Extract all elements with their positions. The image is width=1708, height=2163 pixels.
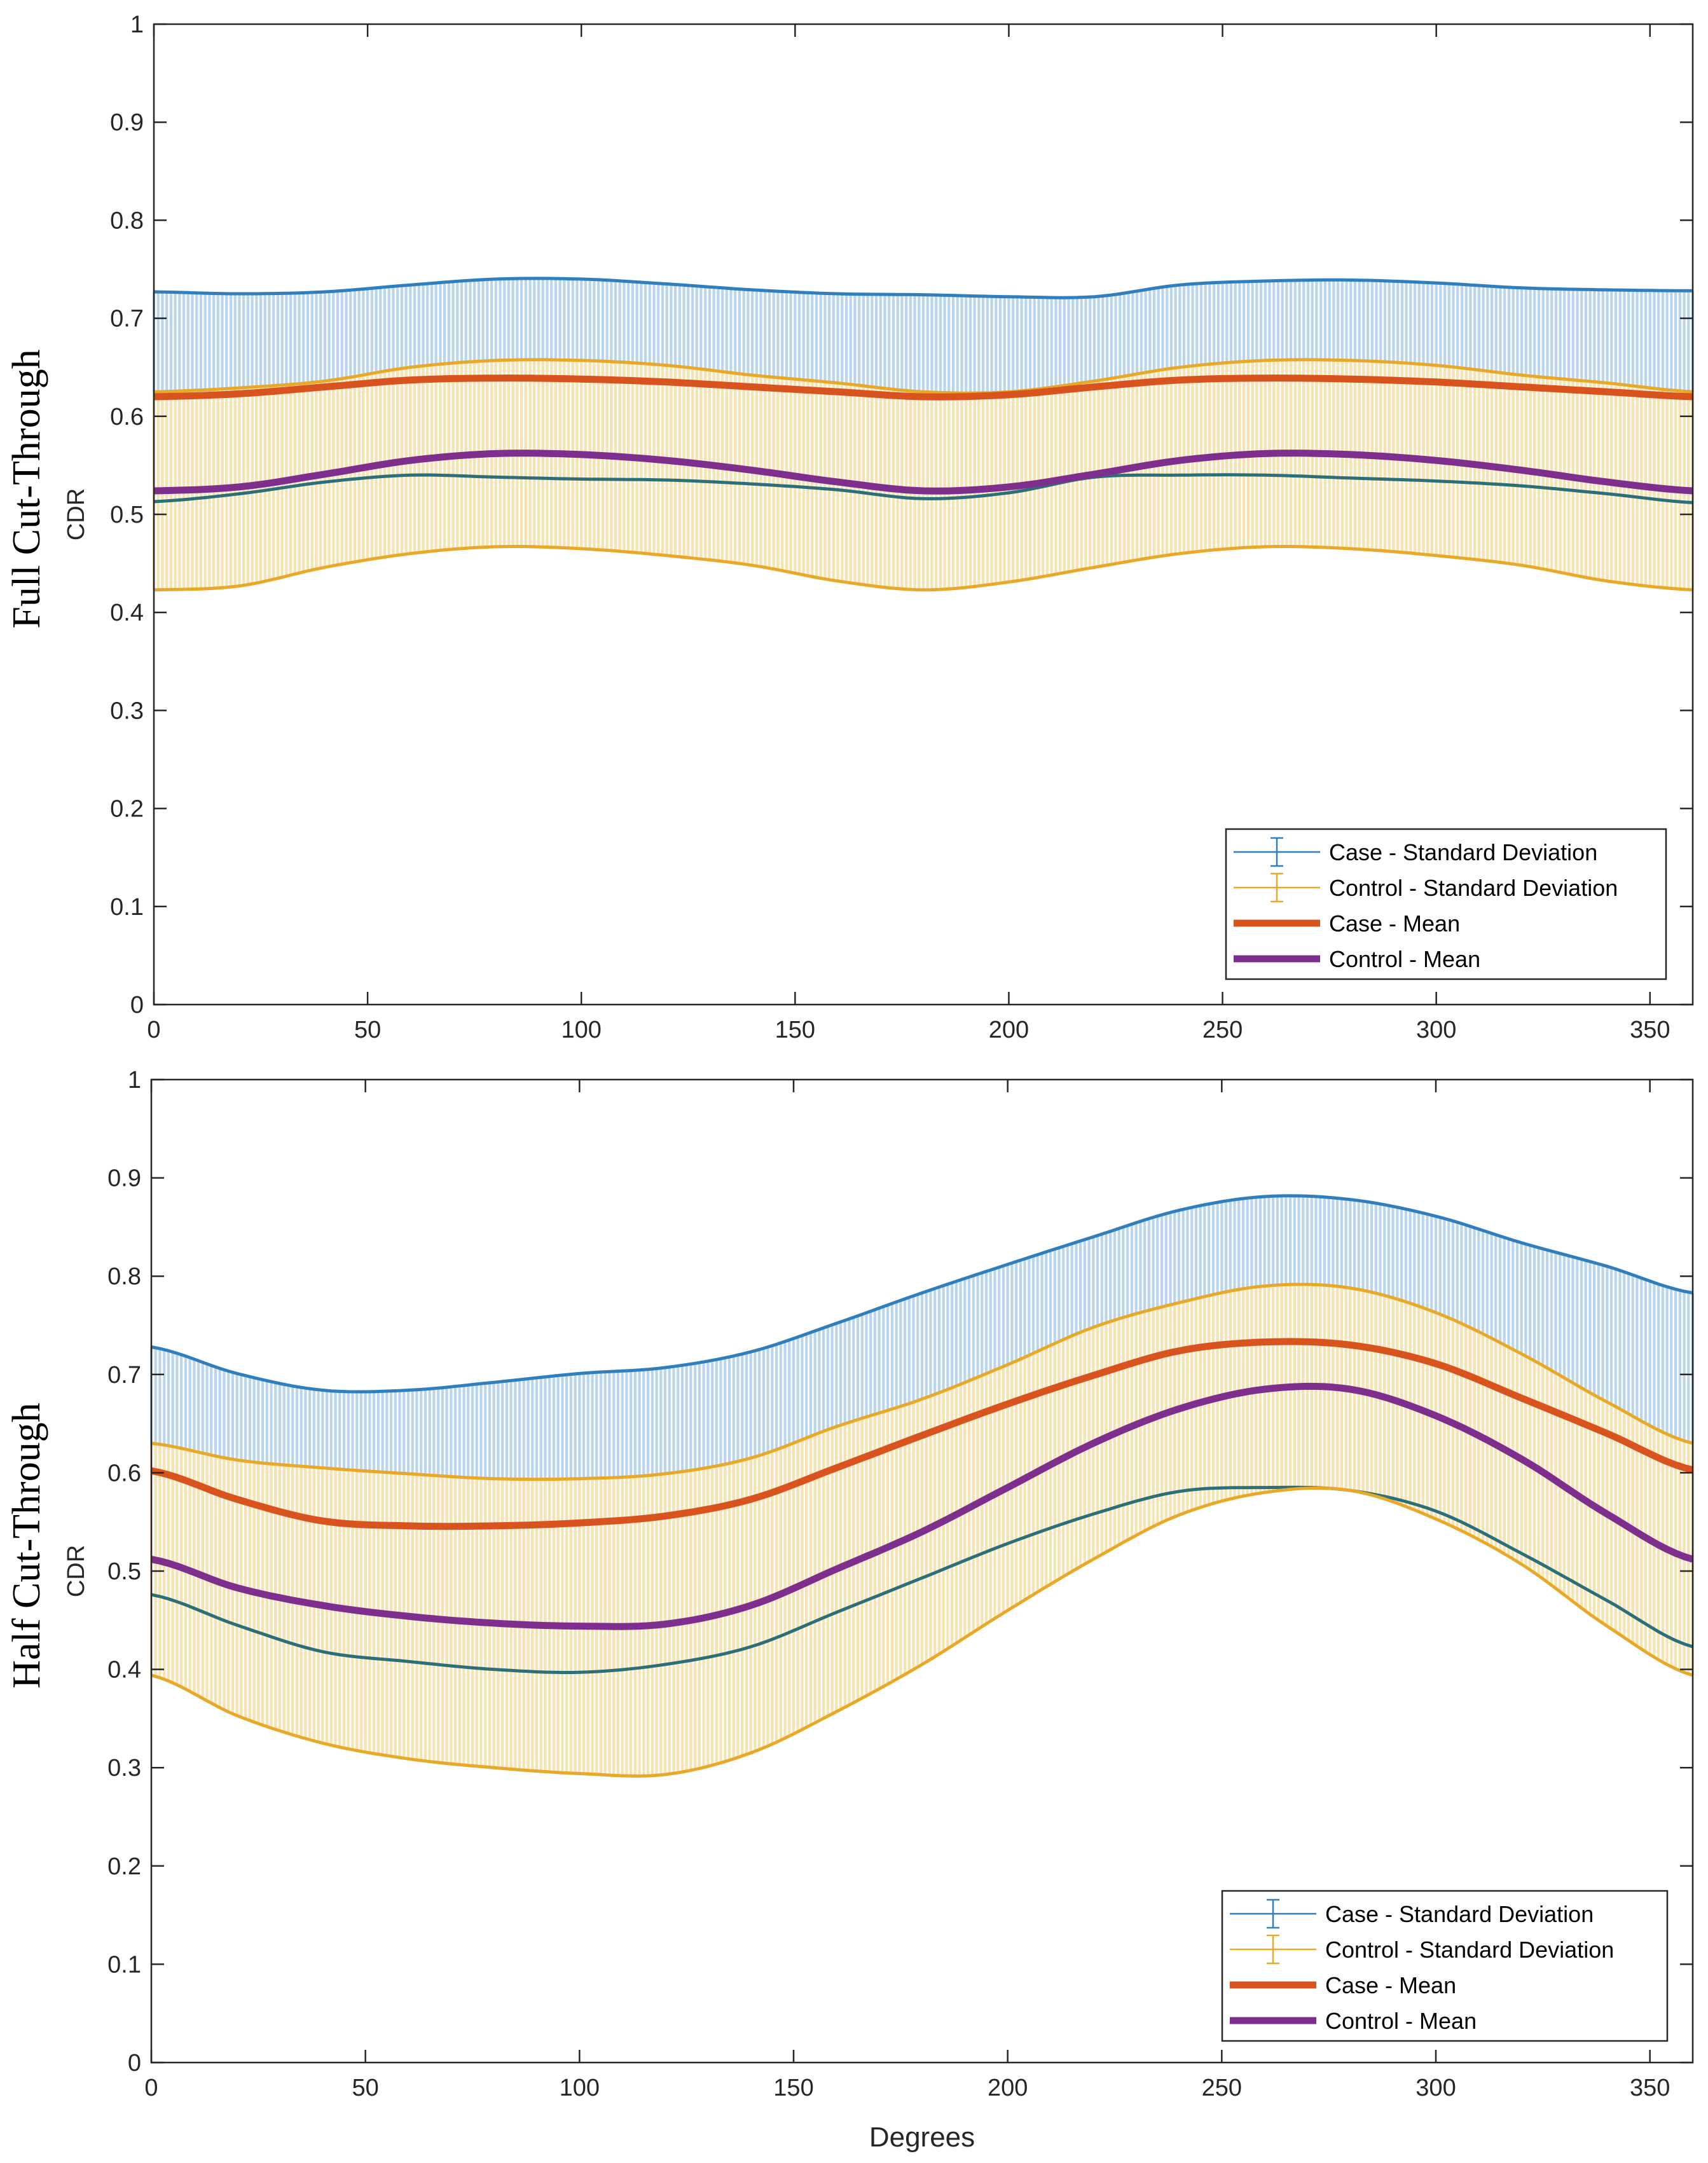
x-tick-label: 300 — [1416, 1017, 1456, 1043]
case-mean-line — [153, 374, 1693, 401]
x-tick-label: 350 — [1630, 1017, 1670, 1043]
panel-title: Full Cut-Through — [5, 349, 48, 628]
legend: Case - Standard Deviation Control - Stand… — [1225, 828, 1667, 980]
legend: Case - Standard Deviation Control - Stand… — [1221, 1890, 1669, 2042]
y-tick-label: 0.1 — [107, 1951, 141, 1978]
legend-label: Case - Standard Deviation — [1329, 839, 1597, 865]
y-tick-label: 0.6 — [110, 404, 144, 430]
y-tick-label: 0.8 — [107, 1263, 141, 1290]
x-tick-label: 100 — [560, 2075, 600, 2101]
control-sd-upper-edge — [153, 358, 1693, 395]
legend-box — [1221, 1890, 1669, 2042]
y-tick-label: 0.6 — [107, 1460, 141, 1487]
y-axis-label: CDR — [63, 1545, 90, 1597]
y-tick-label: 0.9 — [110, 109, 144, 136]
x-tick-label: 200 — [988, 2075, 1028, 2101]
case-sd-lower-edge — [153, 473, 1693, 504]
legend-box — [1225, 828, 1667, 980]
x-tick-label: 300 — [1415, 2075, 1456, 2101]
y-tick-label: 0.5 — [110, 502, 144, 528]
y-tick-label: 0.4 — [110, 600, 144, 626]
control-sd-lower-edge — [153, 545, 1693, 592]
x-tick-label: 0 — [147, 1017, 160, 1043]
x-tick-label: 50 — [352, 2075, 379, 2101]
control-mean-line — [150, 1382, 1694, 1630]
control-mean-line — [153, 450, 1693, 495]
y-axis-label: CDR — [63, 488, 90, 540]
case-sd-upper-edge — [153, 277, 1693, 299]
x-tick-label: 350 — [1630, 2075, 1670, 2101]
legend-label: Case - Standard Deviation — [1325, 1901, 1594, 1927]
legend-label: Control - Standard Deviation — [1325, 1937, 1614, 1963]
y-tick-label: 0 — [128, 2050, 141, 2077]
x-tick-label: 200 — [989, 1017, 1029, 1043]
x-axis-label: Degrees — [869, 2122, 975, 2153]
legend-label: Control - Mean — [1329, 946, 1480, 972]
y-tick-label: 0.7 — [107, 1362, 141, 1389]
case-mean-line — [150, 1338, 1694, 1530]
panel-title: Half Cut-Through — [5, 1403, 48, 1688]
legend-label: Case - Mean — [1325, 1972, 1456, 1998]
control-sd-lower-edge — [151, 1486, 1693, 1778]
case-sd-upper-edge — [151, 1194, 1693, 1394]
x-tick-label: 150 — [773, 2075, 813, 2101]
legend-label: Control - Mean — [1325, 2008, 1477, 2034]
y-tick-label: 0.2 — [107, 1853, 141, 1880]
x-tick-label: 50 — [354, 1017, 381, 1043]
panel-full-cut-through: 0 50 100 150 200 250 300 350 0 0.1 0.2 0.3 0.4 0.5 0.6… — [5, 11, 1695, 1043]
y-tick-label: 0.3 — [107, 1755, 141, 1782]
legend-label: Case - Mean — [1329, 910, 1460, 937]
x-tick-label: 0 — [144, 2075, 158, 2101]
legend-label: Control - Standard Deviation — [1329, 875, 1618, 901]
y-tick-label: 0.3 — [110, 697, 144, 724]
x-tick-label: 100 — [561, 1017, 602, 1043]
x-tick-label: 250 — [1202, 2075, 1242, 2101]
y-tick-label: 0 — [130, 992, 144, 1019]
y-tick-label: 0.7 — [110, 306, 144, 333]
x-tick-label: 250 — [1202, 1017, 1243, 1043]
case-sd-lower-edge — [151, 1485, 1693, 1674]
y-tick-label: 0.8 — [110, 207, 144, 234]
control-sd-upper-edge — [151, 1282, 1693, 1481]
panel-half-cut-through: 0 50 100 150 200 250 300 350 0 0.1 0.2 0.3 0.4 0.5 0.6… — [5, 1067, 1695, 2153]
y-tick-label: 0.2 — [110, 796, 144, 823]
y-tick-label: 1 — [130, 11, 144, 38]
y-tick-label: 0.1 — [110, 894, 144, 921]
y-tick-label: 0.9 — [107, 1165, 141, 1192]
y-tick-label: 0.4 — [107, 1657, 141, 1684]
y-tick-label: 1 — [128, 1067, 141, 1094]
x-tick-label: 150 — [775, 1017, 815, 1043]
y-tick-label: 0.5 — [107, 1558, 141, 1585]
control-sd-errorbars — [152, 359, 1695, 590]
